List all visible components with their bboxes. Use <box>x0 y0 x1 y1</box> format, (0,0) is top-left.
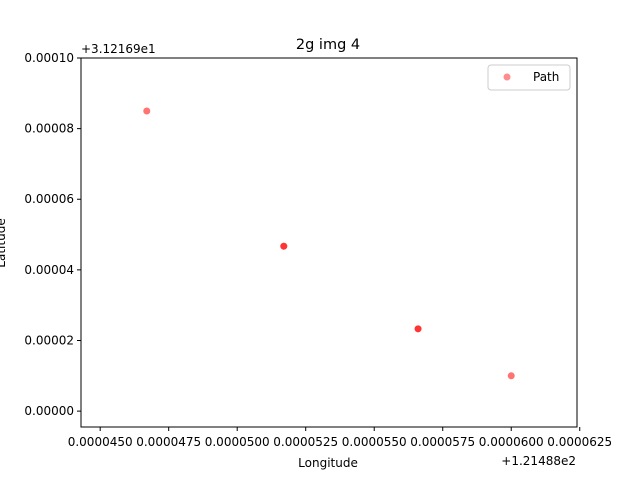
y-offset-label: +3.12169e1 <box>81 42 156 56</box>
y-axis-ticks: 0.00000 0.00002 0.00004 0.00006 0.00008 0.000… <box>24 51 81 418</box>
legend-marker <box>503 73 511 81</box>
x-tick-label: 0.0000550 <box>342 435 407 449</box>
legend: Path <box>487 64 571 91</box>
data-point <box>414 325 422 333</box>
data-point <box>507 372 515 380</box>
x-offset-label: +1.21488e2 <box>501 454 576 468</box>
plot-frame <box>80 57 578 428</box>
chart-title: 2g img 4 <box>296 37 360 53</box>
y-tick-label: 0.00000 <box>24 404 74 418</box>
y-tick-label: 0.00006 <box>24 192 74 206</box>
x-tick-label: 0.0000600 <box>479 435 544 449</box>
y-tick-label: 0.00002 <box>24 333 74 347</box>
x-axis-label: Longitude <box>298 456 358 470</box>
data-point <box>143 107 151 115</box>
y-tick-label: 0.00010 <box>24 51 74 65</box>
data-point <box>280 242 288 250</box>
x-tick-label: 0.0000575 <box>410 435 475 449</box>
x-tick-label: 0.0000525 <box>273 435 338 449</box>
y-axis-label: Latitude <box>0 218 8 267</box>
legend-label: Path <box>533 70 559 84</box>
x-axis-ticks: 0.0000450 0.0000475 0.0000500 0.0000525 0.00… <box>68 427 612 449</box>
x-tick-label: 0.0000500 <box>205 435 270 449</box>
data-points <box>143 107 515 380</box>
x-tick-label: 0.0000475 <box>136 435 201 449</box>
legend-box <box>487 64 571 91</box>
y-tick-label: 0.00004 <box>24 263 74 277</box>
x-tick-label: 0.0000625 <box>547 435 612 449</box>
x-tick-label: 0.0000450 <box>68 435 133 449</box>
y-tick-label: 0.00008 <box>24 122 74 136</box>
